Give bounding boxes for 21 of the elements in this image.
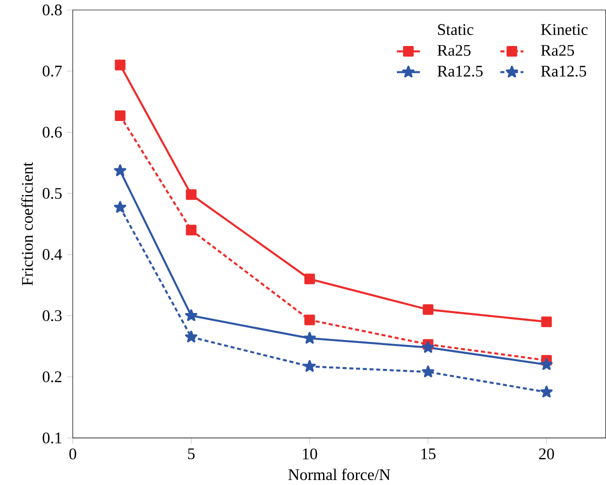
legend-label: Ra12.5 (541, 66, 586, 77)
y-tick-label: 0.8 (42, 4, 62, 16)
x-tick-label: 15 (421, 448, 436, 460)
annotation: Kinetic (541, 24, 588, 36)
legend-label: Ra25 (541, 45, 574, 56)
y-tick-label: 0.1 (42, 432, 62, 444)
x-axis-title: Normal force/N (288, 468, 390, 480)
y-tick-label: 0.2 (42, 372, 62, 382)
y-tick-label: 0.3 (42, 310, 62, 322)
x-tick-label: 5 (188, 448, 195, 460)
legend-label: Ra12.5 (438, 66, 483, 77)
x-tick-label: 10 (302, 448, 318, 460)
y-tick-label: 0.7 (42, 66, 62, 77)
y-tick-label: 0.6 (42, 126, 62, 138)
annotation: Static (438, 24, 474, 36)
x-tick-label: 0 (69, 448, 76, 460)
y-axis-title: Friction coefficient (21, 162, 33, 286)
legend-label: Ra25 (438, 45, 471, 56)
x-tick-label: 20 (539, 448, 554, 460)
y-tick-label: 0.4 (42, 249, 62, 260)
y-tick-label: 0.5 (42, 188, 62, 200)
